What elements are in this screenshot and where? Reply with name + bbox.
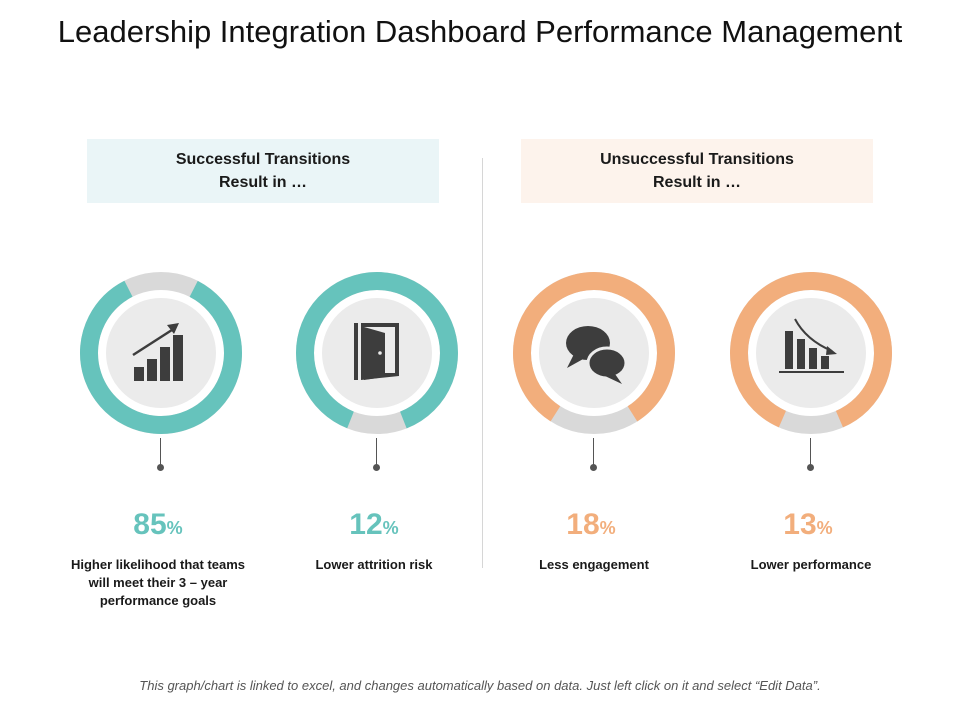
metric-value: 13% <box>783 508 833 541</box>
unsuccessful-transitions-heading: Unsuccessful Transitions <box>600 151 794 168</box>
donut-ring <box>296 272 458 434</box>
connector-dot <box>590 464 597 471</box>
metric-higher-likelihood: 85% Higher likelihood that teams will me… <box>70 268 246 618</box>
metric-lower-attrition: 12% Lower attrition risk <box>289 268 459 618</box>
donut-ring <box>80 272 242 434</box>
donut-ring <box>730 272 892 434</box>
metric-label: Higher likelihood that teams will meet t… <box>70 557 246 608</box>
connector-dot <box>807 464 814 471</box>
metric-value: 85% <box>133 508 183 541</box>
metric-label: Lower attrition risk <box>315 557 433 572</box>
speech-bubbles-icon <box>566 326 628 384</box>
door-icon <box>354 323 399 380</box>
donut-ring <box>513 272 675 434</box>
successful-transitions-box: Successful Transitions Result in … <box>87 139 439 203</box>
footer-note: This graph/chart is linked to excel, and… <box>139 678 821 693</box>
connector-dot <box>157 464 164 471</box>
decline-chart-icon <box>779 318 844 373</box>
unsuccessful-transitions-box: Unsuccessful Transitions Result in … <box>521 139 873 203</box>
ring-progress <box>296 272 458 434</box>
unsuccessful-transitions-subheading: Result in … <box>652 174 741 191</box>
page-title: Leadership Integration Dashboard Perform… <box>57 14 903 49</box>
connector-line <box>593 438 594 466</box>
connector-line <box>160 438 161 466</box>
metric-label: Less engagement <box>539 557 649 572</box>
ring-progress <box>513 272 675 434</box>
connector-line <box>376 438 377 466</box>
successful-transitions-heading: Successful Transitions <box>175 151 351 168</box>
growth-chart-icon <box>132 323 183 381</box>
metric-value: 18% <box>566 508 616 541</box>
successful-transitions-subheading: Result in … <box>218 174 307 191</box>
connector-dot <box>373 464 380 471</box>
metric-less-engagement: 18% Less engagement <box>506 268 676 618</box>
connector-line <box>810 438 811 466</box>
ring-progress <box>80 272 242 434</box>
section-divider <box>482 158 483 568</box>
metric-lower-performance: 13% Lower performance <box>723 268 893 618</box>
ring-progress <box>730 272 892 434</box>
metric-value: 12% <box>349 508 399 541</box>
metric-label: Lower performance <box>750 557 872 572</box>
